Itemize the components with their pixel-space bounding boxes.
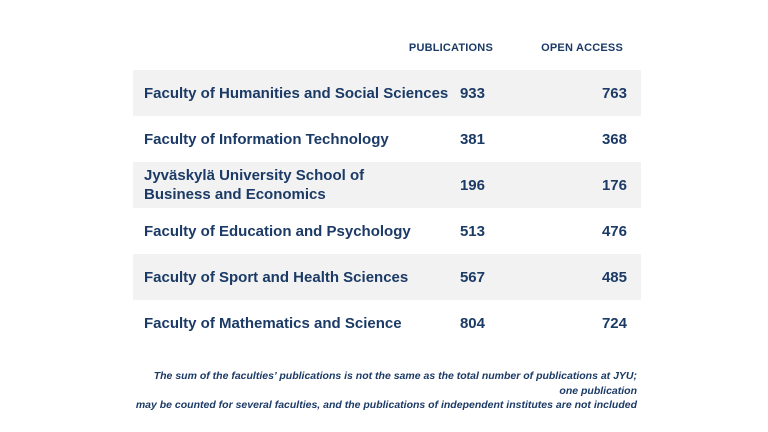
table-row: Faculty of Humanities and Social Science… bbox=[133, 70, 641, 116]
footnote-line-2: may be counted for several faculties, an… bbox=[135, 399, 637, 411]
footnote: The sum of the faculties’ publications i… bbox=[133, 369, 637, 413]
table-row: Faculty of Mathematics and Science 804 724 bbox=[133, 300, 641, 346]
publications-value: 567 bbox=[459, 268, 485, 286]
publications-value: 804 bbox=[459, 314, 485, 332]
faculty-name: Faculty of Education and Psychology bbox=[144, 222, 411, 240]
faculty-name: Jyväskylä University School of Business … bbox=[144, 167, 365, 203]
publications-value: 381 bbox=[459, 130, 485, 148]
open-access-value: 724 bbox=[601, 314, 627, 332]
open-access-value: 476 bbox=[601, 222, 627, 240]
table-row: Faculty of Information Technology 381 368 bbox=[133, 116, 641, 162]
faculty-name: Faculty of Information Technology bbox=[144, 130, 389, 148]
open-access-value: 176 bbox=[601, 176, 627, 194]
open-access-value: 368 bbox=[601, 130, 627, 148]
faculty-name: Faculty of Sport and Health Sciences bbox=[144, 268, 409, 286]
open-access-value: 485 bbox=[601, 268, 627, 286]
publications-table: PUBLICATIONS OPEN ACCESS Faculty of Huma… bbox=[133, 38, 641, 346]
column-header-open-access: OPEN ACCESS bbox=[541, 42, 623, 54]
table-row: Faculty of Education and Psychology 513 47… bbox=[133, 208, 641, 254]
table-body: Faculty of Humanities and Social Science… bbox=[133, 70, 641, 346]
footnote-line-1: The sum of the faculties’ publications i… bbox=[153, 370, 637, 397]
table-row: Faculty of Sport and Health Sciences 567 4… bbox=[133, 254, 641, 300]
publications-value: 196 bbox=[459, 176, 485, 194]
faculty-name: Faculty of Mathematics and Science bbox=[144, 314, 402, 332]
table-row: Jyväskylä University School of Business … bbox=[133, 162, 641, 208]
publications-value: 933 bbox=[459, 84, 485, 102]
table-header-row: PUBLICATIONS OPEN ACCESS bbox=[133, 38, 641, 70]
column-header-publications: PUBLICATIONS bbox=[408, 42, 493, 54]
faculty-name: Faculty of Humanities and Social Science… bbox=[144, 84, 449, 102]
publications-value: 513 bbox=[459, 222, 485, 240]
open-access-value: 763 bbox=[601, 84, 627, 102]
